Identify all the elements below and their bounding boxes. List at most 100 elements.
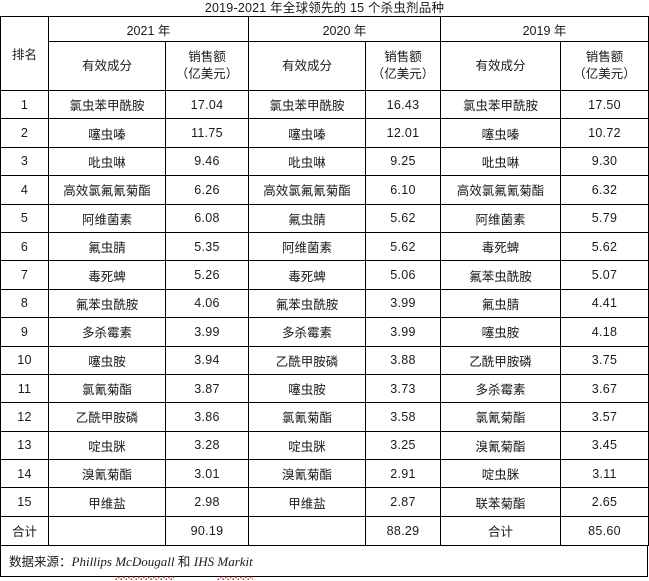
cell-sales-2020: 3.25 [365, 430, 441, 461]
cell-rank: 11 [0, 373, 49, 404]
cell-sales-2020: 2.91 [365, 459, 441, 489]
total-ingredient-2020 [248, 515, 366, 546]
table-row: 15 甲维盐 2.98 甲维盐 2.87 联苯菊酯 2.65 [0, 487, 649, 517]
cell-rank: 5 [0, 203, 49, 233]
table-row: 9 多杀霉素 3.99 多杀霉素 3.99 噻虫胺 4.18 [0, 317, 649, 347]
cell-ingredient-2020: 甲维盐 [248, 487, 366, 517]
cell-ingredient-2021: 氟苯虫酰胺 [48, 288, 166, 319]
cell-ingredient-2021: 噻虫胺 [48, 345, 166, 375]
cell-rank: 7 [0, 260, 49, 290]
page-title: 2019-2021 年全球领先的 15 个杀虫剂品种 [204, 1, 445, 15]
table-row: 3 吡虫啉 9.46 吡虫啉 9.25 吡虫啉 9.30 [0, 146, 649, 177]
table-row: 2 噻虫嗪 11.75 噻虫嗪 12.01 噻虫嗪 10.72 [0, 118, 649, 148]
cell-ingredient-2020: 乙酰甲胺磷 [248, 345, 366, 375]
cell-sales-2021: 2.98 [165, 487, 249, 517]
cell-sales-2021: 6.26 [165, 175, 249, 205]
cell-ingredient-2021: 啶虫脒 [48, 430, 166, 461]
cell-rank: 8 [0, 288, 49, 319]
cell-sales-2021: 3.99 [165, 317, 249, 347]
cell-sales-2019: 5.62 [560, 231, 649, 262]
cell-ingredient-2020: 吡虫啉 [248, 146, 366, 177]
cell-sales-2019: 17.50 [560, 89, 649, 120]
source-name-ihs: IHS [193, 553, 218, 569]
cell-ingredient-2020: 氟苯虫酰胺 [248, 288, 366, 319]
source-name-markit: Markit [217, 545, 253, 581]
cell-sales-2021: 5.26 [165, 260, 249, 290]
header-sales-2019: 销售额 （亿美元） [560, 41, 649, 91]
cell-ingredient-2021: 吡虫啉 [48, 146, 166, 177]
header-sales-2020-line1: 销售额 [384, 50, 422, 64]
cell-sales-2019: 10.72 [560, 118, 649, 148]
header-ingredient-2020: 有效成分 [248, 41, 366, 91]
cell-sales-2021: 11.75 [165, 118, 249, 148]
cell-sales-2020: 3.99 [365, 288, 441, 319]
cell-sales-2021: 17.04 [165, 89, 249, 120]
cell-sales-2020: 3.99 [365, 317, 441, 347]
cell-sales-2020: 3.58 [365, 402, 441, 432]
cell-sales-2019: 3.75 [560, 345, 649, 375]
table-row: 5 阿维菌素 6.08 氟虫腈 5.62 阿维菌素 5.79 [0, 203, 649, 233]
source-name-mcdougall: McDougall [115, 545, 175, 581]
table-row: 13 啶虫脒 3.28 啶虫脒 3.25 溴氰菊酯 3.45 [0, 430, 649, 461]
cell-rank: 3 [0, 146, 49, 177]
cell-sales-2019: 3.11 [560, 459, 649, 489]
cell-sales-2019: 2.65 [560, 487, 649, 517]
table-row: 12 乙酰甲胺磷 3.86 氯氰菊酯 3.58 氯氰菊酯 3.57 [0, 402, 649, 432]
cell-ingredient-2019: 氟虫腈 [440, 288, 561, 319]
cell-sales-2021: 3.01 [165, 459, 249, 489]
cell-ingredient-2020: 氟虫腈 [248, 203, 366, 233]
cell-ingredient-2019: 吡虫啉 [440, 146, 561, 177]
cell-sales-2020: 5.62 [365, 203, 441, 233]
cell-rank: 6 [0, 231, 49, 262]
header-year-row: 排名 2021 年 2020 年 2019 年 [0, 16, 649, 91]
table-row: 1 氯虫苯甲酰胺 17.04 氯虫苯甲酰胺 16.43 氯虫苯甲酰胺 17.50 [0, 89, 649, 120]
table-row: 14 溴氰菊酯 3.01 溴氰菊酯 2.91 啶虫脒 3.11 [0, 459, 649, 489]
cell-sales-2020: 2.87 [365, 487, 441, 517]
header-ingredient-2019: 有效成分 [440, 41, 561, 91]
header-year-2021: 2021 年 [48, 16, 249, 42]
cell-sales-2019: 9.30 [560, 146, 649, 177]
cell-ingredient-2019: 啶虫脒 [440, 459, 561, 489]
table-total-row: 合计 90.19 88.29 合计 85.60 [0, 515, 649, 546]
cell-rank: 14 [0, 459, 49, 489]
cell-ingredient-2019: 噻虫嗪 [440, 118, 561, 148]
cell-sales-2021: 9.46 [165, 146, 249, 177]
cell-ingredient-2021: 毒死蜱 [48, 260, 166, 290]
cell-sales-2021: 3.94 [165, 345, 249, 375]
cell-sales-2020: 3.73 [365, 373, 441, 404]
table-row: 11 氯氰菊酯 3.87 噻虫胺 3.73 多杀霉素 3.67 [0, 373, 649, 404]
cell-ingredient-2019: 噻虫胺 [440, 317, 561, 347]
total-label: 合计 [0, 515, 49, 546]
cell-sales-2021: 4.06 [165, 288, 249, 319]
cell-ingredient-2020: 啶虫脒 [248, 430, 366, 461]
cell-sales-2020: 5.62 [365, 231, 441, 262]
cell-rank: 10 [0, 345, 49, 375]
cell-sales-2019: 4.18 [560, 317, 649, 347]
cell-ingredient-2021: 溴氰菊酯 [48, 459, 166, 489]
cell-ingredient-2020: 溴氰菊酯 [248, 459, 366, 489]
cell-ingredient-2020: 氯氰菊酯 [248, 402, 366, 432]
pesticide-ranking-table: 排名 2021 年 2020 年 2019 年 有效成分 销售额 （亿美元） 有… [0, 16, 649, 546]
cell-sales-2020: 16.43 [365, 89, 441, 120]
cell-ingredient-2019: 高效氯氟氰菊酯 [440, 175, 561, 205]
table-row: 10 噻虫胺 3.94 乙酰甲胺磷 3.88 乙酰甲胺磷 3.75 [0, 345, 649, 375]
cell-ingredient-2021: 氯虫苯甲酰胺 [48, 89, 166, 120]
header-ingredient-2021: 有效成分 [48, 41, 166, 91]
source-name-phillips: Phillips [71, 553, 116, 569]
header-sales-2020: 销售额 （亿美元） [365, 41, 441, 91]
header-sales-2019-line2: （亿美元） [573, 67, 636, 81]
cell-ingredient-2019: 多杀霉素 [440, 373, 561, 404]
cell-ingredient-2020: 氯虫苯甲酰胺 [248, 89, 366, 120]
cell-sales-2019: 5.79 [560, 203, 649, 233]
cell-sales-2019: 3.67 [560, 373, 649, 404]
header-sub-row: 有效成分 销售额 （亿美元） 有效成分 销售额 （亿美元） 有效成分 销售额 （… [1, 41, 649, 91]
cell-rank: 4 [0, 175, 49, 205]
cell-ingredient-2019: 乙酰甲胺磷 [440, 345, 561, 375]
cell-ingredient-2019: 联苯菊酯 [440, 487, 561, 517]
cell-ingredient-2021: 阿维菌素 [48, 203, 166, 233]
table-body: 1 氯虫苯甲酰胺 17.04 氯虫苯甲酰胺 16.43 氯虫苯甲酰胺 17.50 2 噻虫嗪 11… [0, 89, 649, 546]
cell-ingredient-2019: 氯虫苯甲酰胺 [440, 89, 561, 120]
cell-ingredient-2021: 多杀霉素 [48, 317, 166, 347]
cell-ingredient-2020: 毒死蜱 [248, 260, 366, 290]
cell-sales-2019: 3.45 [560, 430, 649, 461]
